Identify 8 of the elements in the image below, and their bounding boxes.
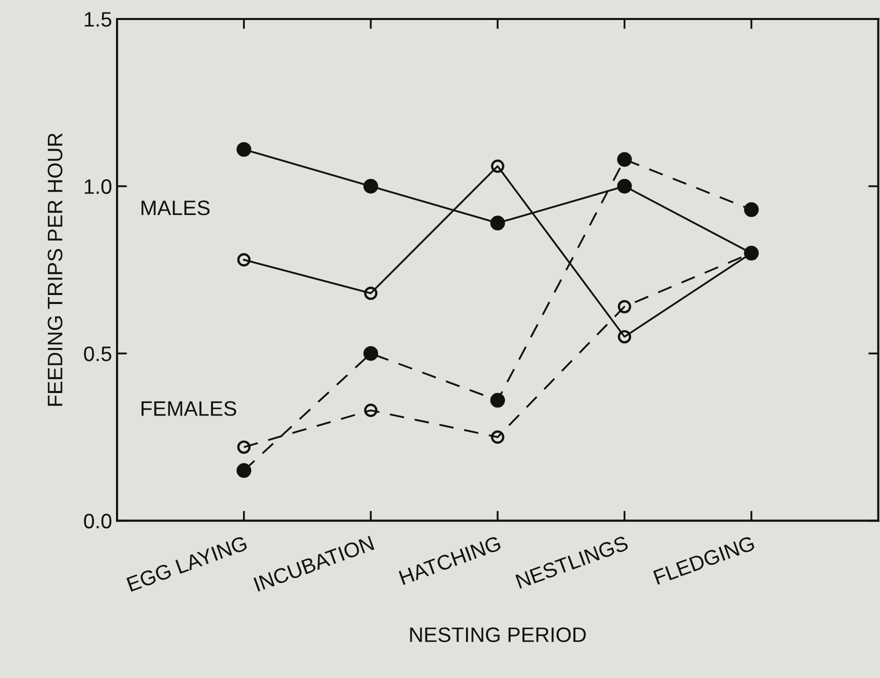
annotation: FEMALES bbox=[142, 401, 236, 416]
x-axis-title: NESTING PERIOD bbox=[410, 627, 586, 642]
y-tick-label: 1.0 bbox=[84, 179, 112, 194]
y-tick-label: 0.0 bbox=[84, 514, 112, 528]
y-axis-title: FEEDING TRIPS PER HOUR bbox=[48, 133, 62, 406]
y-tick-label: 1.5 bbox=[84, 12, 112, 27]
y-tick-label: 0.5 bbox=[84, 346, 112, 362]
annotation: MALES bbox=[142, 200, 210, 216]
